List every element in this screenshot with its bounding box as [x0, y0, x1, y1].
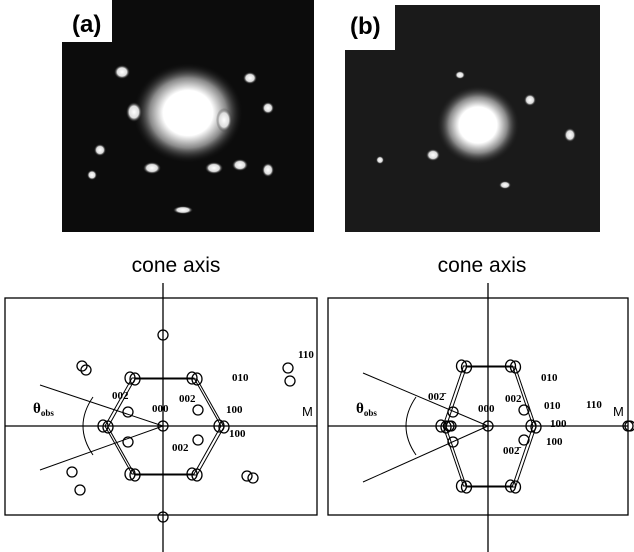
angle-subscript: obs	[41, 408, 55, 418]
panel-label: (b)	[350, 13, 381, 40]
index-label: 002	[172, 442, 189, 454]
spot	[193, 435, 203, 445]
spot	[285, 376, 295, 386]
spot	[123, 407, 133, 417]
index-label: 002	[505, 393, 522, 405]
angle-line	[363, 426, 488, 482]
index-label: 000	[152, 403, 169, 415]
index-label: 110	[586, 399, 602, 411]
index-label: 100	[229, 428, 246, 440]
index-label: 002	[179, 393, 196, 405]
spot	[283, 363, 293, 373]
spot	[448, 407, 458, 417]
hexagon	[446, 367, 536, 487]
angle-line	[40, 426, 163, 470]
index-label: 002̄	[503, 445, 522, 457]
angle-label: θobs	[33, 401, 54, 418]
caption: cone axis	[132, 254, 221, 277]
angle-label: θobs	[356, 401, 377, 418]
diffraction-photo	[345, 5, 600, 232]
index-label: 010	[232, 372, 249, 384]
index-label: 100	[550, 418, 567, 430]
index-label: 100	[546, 436, 563, 448]
panel-label: (a)	[72, 11, 101, 38]
spot	[242, 471, 252, 481]
spot	[67, 467, 77, 477]
index-label: 110	[298, 349, 314, 361]
index-label: 010	[544, 400, 561, 412]
spot	[248, 473, 258, 483]
index-label: 002̄	[428, 391, 447, 403]
spot	[193, 405, 203, 415]
figure: (a)cone axis010110002000002100100002Mθob…	[0, 0, 634, 552]
spot	[75, 485, 85, 495]
angle-symbol: θ	[356, 401, 364, 417]
index-label: 010	[541, 372, 558, 384]
index-label: 000	[478, 403, 495, 415]
spot	[77, 361, 87, 371]
spot	[81, 365, 91, 375]
spot	[519, 435, 529, 445]
angle-subscript: obs	[364, 408, 378, 418]
index-label: 100	[226, 404, 243, 416]
caption: cone axis	[438, 254, 527, 277]
index-label: 002	[112, 390, 129, 402]
angle-line	[363, 373, 488, 426]
axis-label: M	[302, 404, 313, 419]
angle-symbol: θ	[33, 401, 41, 417]
axis-label: M	[613, 404, 624, 419]
